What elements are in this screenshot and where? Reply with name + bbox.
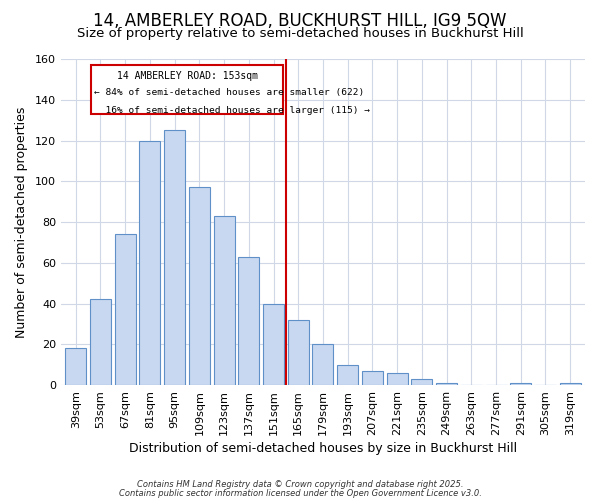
Bar [288,320,309,385]
Y-axis label: Number of semi-detached properties: Number of semi-detached properties [15,106,28,338]
Bar [189,188,210,385]
Text: 14, AMBERLEY ROAD, BUCKHURST HILL, IG9 5QW: 14, AMBERLEY ROAD, BUCKHURST HILL, IG9 5… [93,12,507,30]
Bar [90,300,111,385]
Bar [436,383,457,385]
Bar [65,348,86,385]
Bar [238,256,259,385]
Text: 14 AMBERLEY ROAD: 153sqm: 14 AMBERLEY ROAD: 153sqm [116,71,257,81]
Bar [560,383,581,385]
Bar [386,373,407,385]
Bar [164,130,185,385]
Bar [337,364,358,385]
FancyBboxPatch shape [91,65,283,114]
Text: Contains HM Land Registry data © Crown copyright and database right 2025.: Contains HM Land Registry data © Crown c… [137,480,463,489]
Bar [412,379,433,385]
X-axis label: Distribution of semi-detached houses by size in Buckhurst Hill: Distribution of semi-detached houses by … [129,442,517,455]
Bar [362,371,383,385]
Text: 16% of semi-detached houses are larger (115) →: 16% of semi-detached houses are larger (… [94,106,370,115]
Text: Size of property relative to semi-detached houses in Buckhurst Hill: Size of property relative to semi-detach… [77,28,523,40]
Bar [139,140,160,385]
Bar [115,234,136,385]
Bar [313,344,334,385]
Text: ← 84% of semi-detached houses are smaller (622): ← 84% of semi-detached houses are smalle… [94,88,365,96]
Bar [214,216,235,385]
Bar [510,383,531,385]
Text: Contains public sector information licensed under the Open Government Licence v3: Contains public sector information licen… [119,488,481,498]
Bar [263,304,284,385]
